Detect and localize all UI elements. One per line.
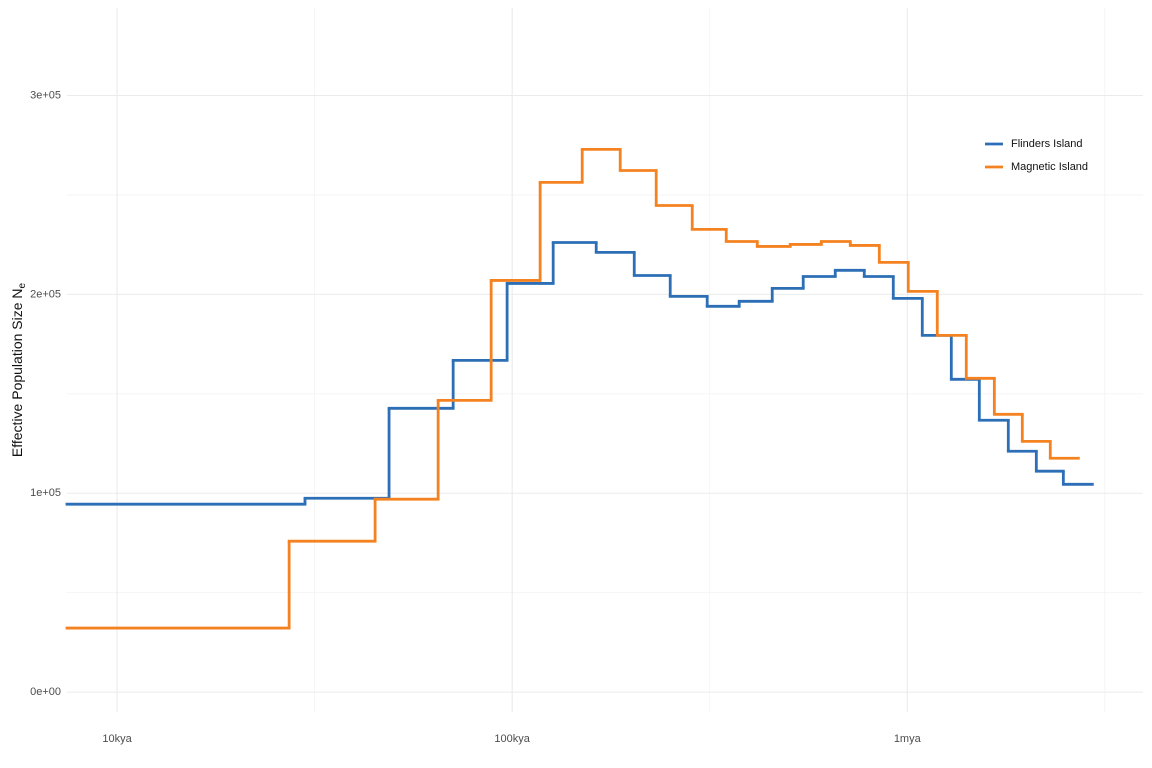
y-tick-label: 2e+05 (30, 288, 61, 300)
y-axis-label: Effective Population Size Ne (9, 282, 28, 457)
x-tick-label: 100kya (494, 733, 530, 745)
y-tick-label: 0e+00 (30, 686, 61, 698)
x-tick-label: 10kya (102, 733, 132, 745)
legend-label: Magnetic Island (1011, 161, 1088, 173)
y-tick-label: 3e+05 (30, 89, 61, 101)
x-tick-label: 1mya (894, 733, 922, 745)
y-tick-label: 1e+05 (30, 487, 61, 499)
y-axis-label-subscript: e (17, 282, 28, 288)
y-axis-label-text: Effective Population Size N (9, 288, 25, 457)
legend-label: Flinders Island (1011, 138, 1083, 150)
